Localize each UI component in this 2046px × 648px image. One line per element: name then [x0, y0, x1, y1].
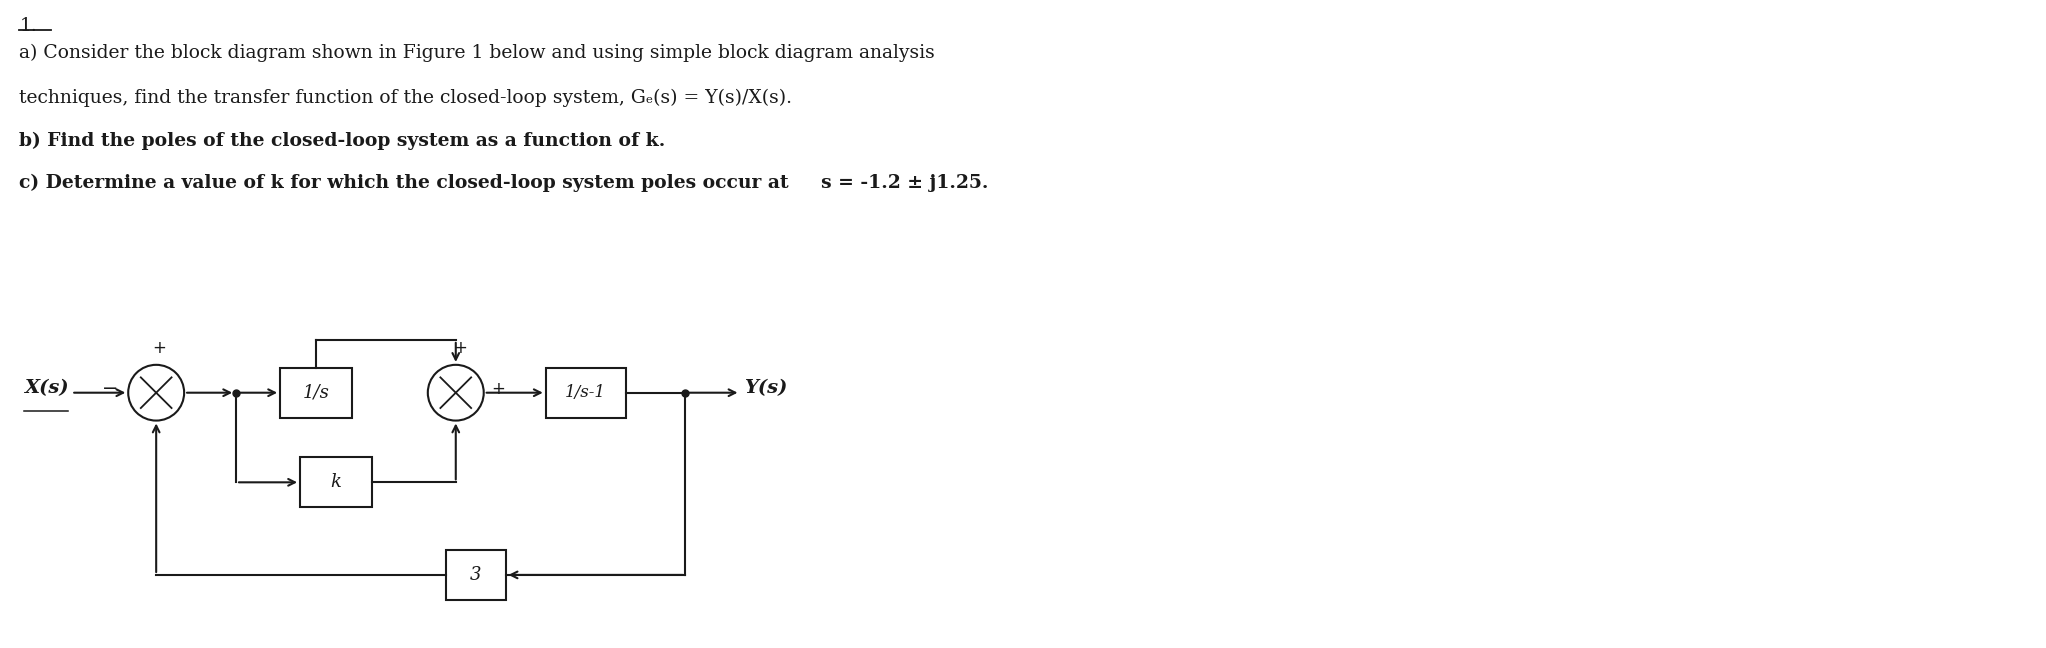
Text: k: k: [331, 473, 342, 491]
Text: +: +: [491, 380, 505, 398]
Text: 1/s-1: 1/s-1: [565, 384, 606, 401]
Text: 1/s: 1/s: [303, 384, 329, 402]
Text: b) Find the poles of the closed-loop system as a function of k.: b) Find the poles of the closed-loop sys…: [18, 132, 665, 150]
Text: X(s): X(s): [25, 378, 70, 397]
Bar: [280, 368, 352, 417]
Text: 3: 3: [471, 566, 481, 584]
Text: Y(s): Y(s): [743, 378, 788, 397]
Text: +: +: [452, 339, 466, 357]
Bar: [446, 550, 505, 600]
Text: techniques, find the transfer function of the closed-loop system, Gₑ(s) = Y(s)/X: techniques, find the transfer function o…: [18, 89, 792, 108]
Text: +: +: [151, 339, 166, 357]
Text: a) Consider the block diagram shown in Figure 1 below and using simple block dia: a) Consider the block diagram shown in F…: [18, 44, 935, 62]
Text: −: −: [102, 379, 119, 399]
Bar: [301, 457, 372, 507]
Text: c) Determine a value of k for which the closed-loop system poles occur at     s : c) Determine a value of k for which the …: [18, 174, 988, 192]
Text: 1.: 1.: [18, 17, 37, 36]
Bar: [546, 368, 626, 417]
